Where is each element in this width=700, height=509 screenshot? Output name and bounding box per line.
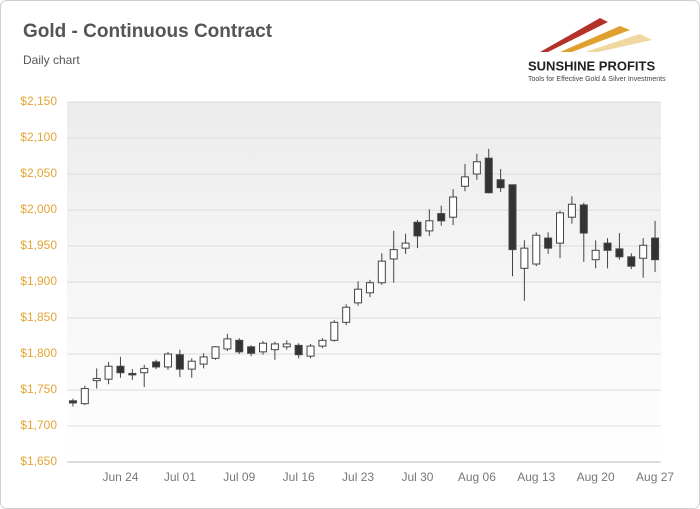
x-tick-label: Jul 01 — [164, 470, 196, 484]
candle-body — [282, 343, 291, 348]
x-tick-label: Jul 23 — [342, 470, 374, 484]
y-tick-label: $1,800 — [20, 346, 57, 360]
candle-body — [567, 203, 576, 218]
candle-body — [68, 400, 77, 404]
candle-body — [342, 306, 351, 323]
candle-body — [496, 179, 505, 189]
candle-body — [556, 212, 565, 244]
x-tick-label: Aug 20 — [577, 470, 615, 484]
y-tick-label: $1,950 — [20, 238, 57, 252]
y-tick-label: $2,000 — [20, 202, 57, 216]
y-tick-label: $1,750 — [20, 382, 57, 396]
x-tick-label: Jul 09 — [223, 470, 255, 484]
candle-body — [472, 161, 481, 175]
candle-body — [318, 339, 327, 347]
candle-body — [508, 184, 517, 251]
candle-body — [163, 353, 172, 368]
candle-body — [401, 242, 410, 249]
candle-body — [223, 338, 232, 350]
x-tick-label: Jul 30 — [401, 470, 433, 484]
candle-body — [270, 343, 279, 351]
candle-body — [425, 220, 434, 232]
candle-body — [294, 344, 303, 356]
candle-body — [80, 388, 89, 405]
candle-body — [306, 345, 315, 357]
candle-body — [235, 339, 244, 353]
candle-body — [579, 204, 588, 234]
y-tick-label: $1,850 — [20, 310, 57, 324]
candle-body — [484, 157, 493, 194]
candle-body — [639, 244, 648, 259]
y-tick-label: $1,650 — [20, 454, 57, 468]
x-tick-label: Aug 13 — [517, 470, 555, 484]
candle-body — [591, 249, 600, 261]
candle-body — [259, 342, 268, 353]
candle-body — [413, 221, 422, 237]
candle-body — [92, 377, 101, 382]
candle-body — [211, 346, 220, 359]
candle-body — [460, 176, 469, 187]
candle-body — [532, 234, 541, 265]
y-tick-label: $2,050 — [20, 166, 57, 180]
y-tick-label: $2,150 — [20, 94, 57, 108]
x-tick-label: Jul 16 — [283, 470, 315, 484]
candle-body — [104, 365, 113, 380]
candle-body — [365, 282, 374, 294]
candle-body — [651, 237, 660, 261]
chart-title: Gold - Continuous Contract — [23, 21, 273, 42]
y-tick-label: $2,100 — [20, 130, 57, 144]
candle-body — [128, 372, 137, 376]
candle-body — [116, 365, 125, 374]
candle-body — [627, 256, 636, 267]
candle-body — [175, 354, 184, 370]
candle-body — [449, 196, 458, 218]
candle-body — [377, 260, 386, 284]
y-tick-label: $1,700 — [20, 418, 57, 432]
x-tick-label: Aug 06 — [458, 470, 496, 484]
candle-body — [389, 249, 398, 260]
candle-body — [247, 346, 256, 354]
candle-body — [330, 321, 339, 341]
candle-body — [615, 248, 624, 258]
tagline: Tools for Effective Gold & Silver Invest… — [528, 76, 666, 83]
x-tick-label: Jun 24 — [102, 470, 138, 484]
candle-body — [354, 288, 363, 304]
chart-subtitle: Daily chart — [23, 53, 80, 67]
x-tick-label: Aug 27 — [636, 470, 674, 484]
candle-body — [437, 213, 446, 222]
y-tick-label: $1,900 — [20, 274, 57, 288]
candle-body — [187, 360, 196, 370]
candle-body — [520, 247, 529, 269]
candle-body — [603, 242, 612, 251]
candle-body — [199, 356, 208, 365]
logo: SUNSHINE PROFITS Tools for Effective Gol… — [528, 18, 666, 83]
brand: SUNSHINE PROFITS — [528, 58, 655, 73]
candle-body — [544, 237, 553, 249]
candle-body — [140, 367, 149, 374]
candle-body — [152, 361, 161, 368]
